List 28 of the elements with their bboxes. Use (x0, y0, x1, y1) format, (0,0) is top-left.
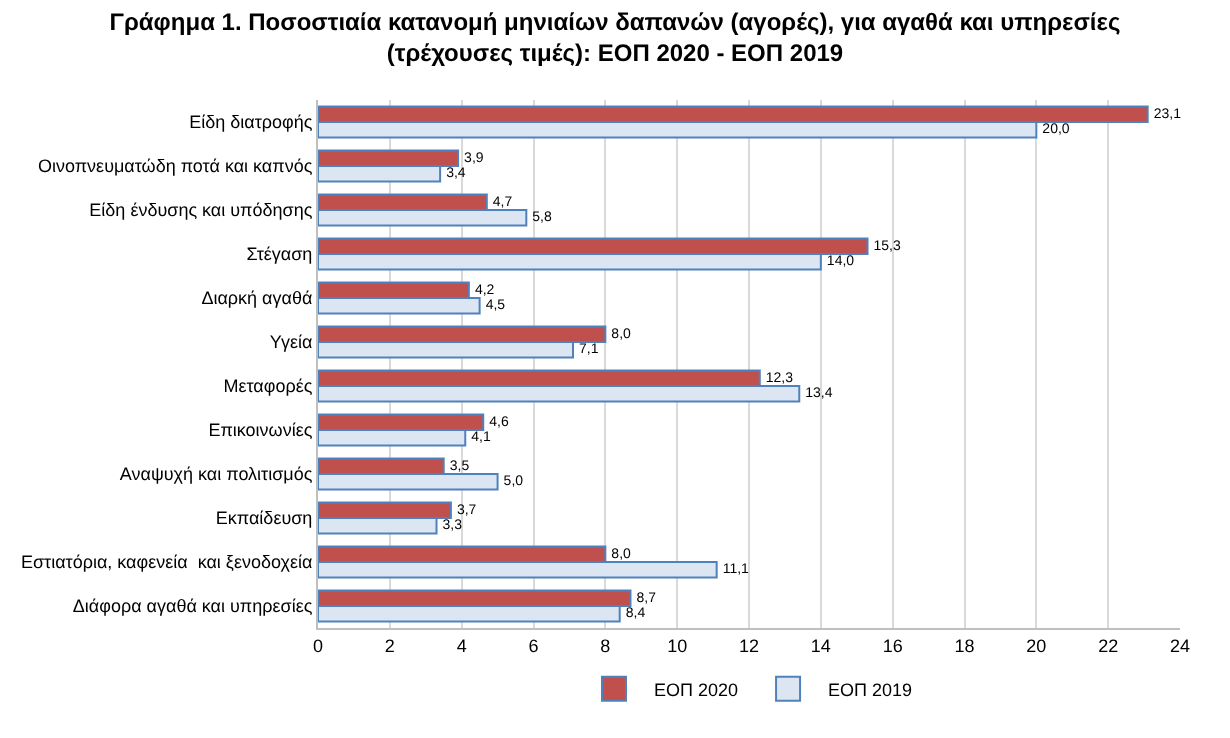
y-tick-label: Υγεία (269, 332, 313, 353)
legend-label: ΕΟΠ 2020 (654, 679, 739, 700)
y-tick-label: Εστιατόρια, καφενεία και ξενοδοχεία (20, 552, 313, 573)
x-tick-label: 12 (738, 635, 760, 656)
y-tick-label: Οινοπνευματώδη ποτά και καπνός (37, 156, 314, 177)
y-tick-label: Επικοινωνίες (208, 420, 314, 441)
y-tick-label: Διαρκή αγαθά (201, 288, 313, 309)
y-tick-label: Είδη ένδυσης και υπόδησης (89, 200, 314, 221)
x-tick-label: 4 (456, 635, 467, 656)
x-tick-label: 6 (528, 635, 539, 656)
x-tick-label: 10 (667, 635, 688, 656)
x-tick-label: 14 (810, 635, 831, 656)
x-tick-label: 24 (1169, 635, 1191, 656)
x-tick-label: 22 (1098, 635, 1119, 656)
x-tick-label: 0 (312, 635, 324, 656)
y-tick-label: Διάφορα αγαθά και υπηρεσίες (72, 596, 314, 617)
x-tick-label: 16 (882, 635, 903, 656)
y-tick-label: Μεταφορές (223, 376, 314, 397)
x-tick-label: 20 (1026, 635, 1047, 656)
x-tick-label: 8 (600, 635, 611, 656)
y-tick-label: Στέγαση (246, 244, 313, 265)
legend-label: ΕΟΠ 2019 (828, 679, 913, 700)
y-tick-label: Αναψυχή και πολιτισμός (119, 464, 314, 485)
x-tick-label: 2 (384, 635, 395, 656)
x-tick-label: 18 (954, 635, 975, 656)
chart-title: Γράφημα 1. Ποσοστιαία κατανομή μηνιαίων δαπανών (αγορές), για αγαθά και υπηρεσίες (τρέχουσες τιμές): ΕΟΠ 2020 - ΕΟΠ 2019 (109, 7, 1121, 67)
y-tick-label: Εκπαίδευση (215, 508, 313, 529)
y-tick-label: Είδη διατροφής (189, 112, 314, 133)
